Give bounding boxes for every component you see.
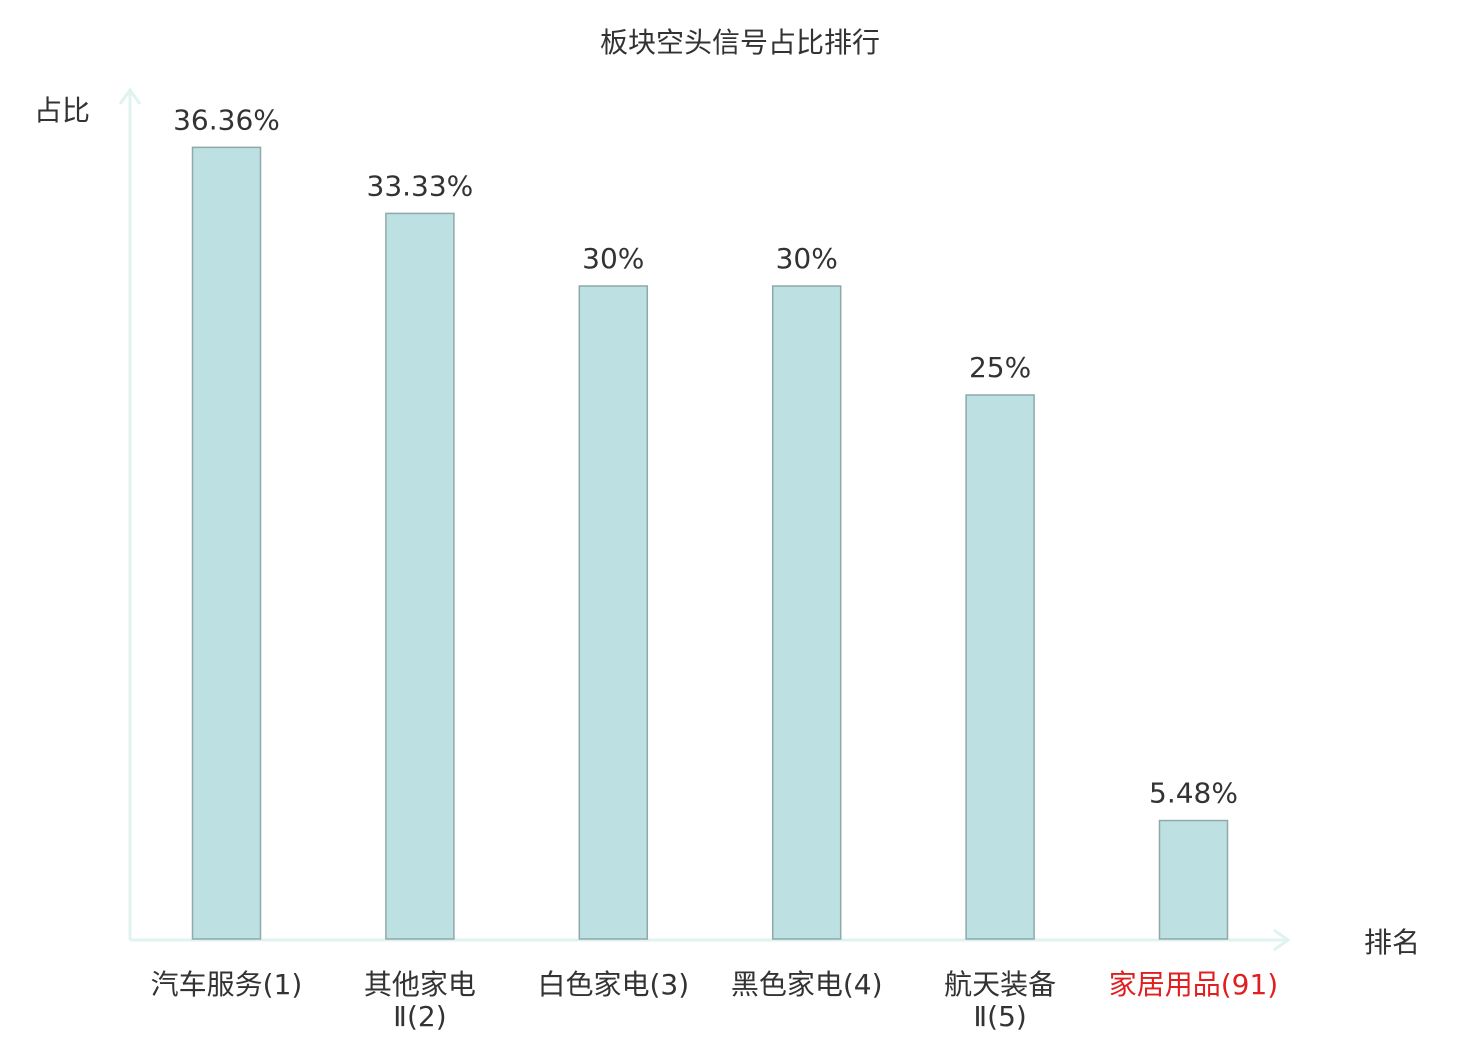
bar-5: [965, 394, 1035, 940]
category-label-5-line-2: Ⅱ(5): [973, 1000, 1026, 1033]
category-label-6: 家居用品(91): [1109, 968, 1278, 1001]
bars-group: [191, 146, 1229, 940]
value-labels-group: 36.36% 33.33% 30% 30% 25% 5.48%: [173, 103, 1238, 809]
category-label-2-line-2: Ⅱ(2): [393, 1000, 446, 1033]
category-label-3: 白色家电(3): [537, 968, 689, 1001]
y-axis-arrow: [118, 87, 142, 105]
bar-1: [191, 146, 262, 940]
category-label-1: 汽车服务(1): [151, 968, 303, 1001]
value-label-3: 30%: [582, 242, 644, 275]
y-axis-label: 占比: [34, 94, 90, 127]
value-label-6: 5.48%: [1149, 777, 1238, 810]
category-label-2-line-1: 其他家电: [364, 968, 476, 1001]
value-label-2: 33.33%: [367, 169, 474, 202]
value-label-5: 25%: [969, 351, 1031, 384]
value-label-1: 36.36%: [173, 103, 280, 136]
bar-6: [1158, 819, 1229, 940]
category-label-4: 黑色家电(4): [731, 968, 883, 1001]
category-label-5-line-1: 航天装备: [944, 968, 1056, 1001]
axes: [118, 87, 1291, 952]
bar-3: [578, 285, 649, 940]
bar-4: [771, 285, 842, 940]
x-axis-arrow: [1273, 928, 1291, 952]
x-axis-label: 排名: [1364, 926, 1420, 959]
value-label-4: 30%: [776, 242, 838, 275]
bar-2: [385, 212, 455, 940]
chart-title: 板块空头信号占比排行: [600, 26, 880, 59]
